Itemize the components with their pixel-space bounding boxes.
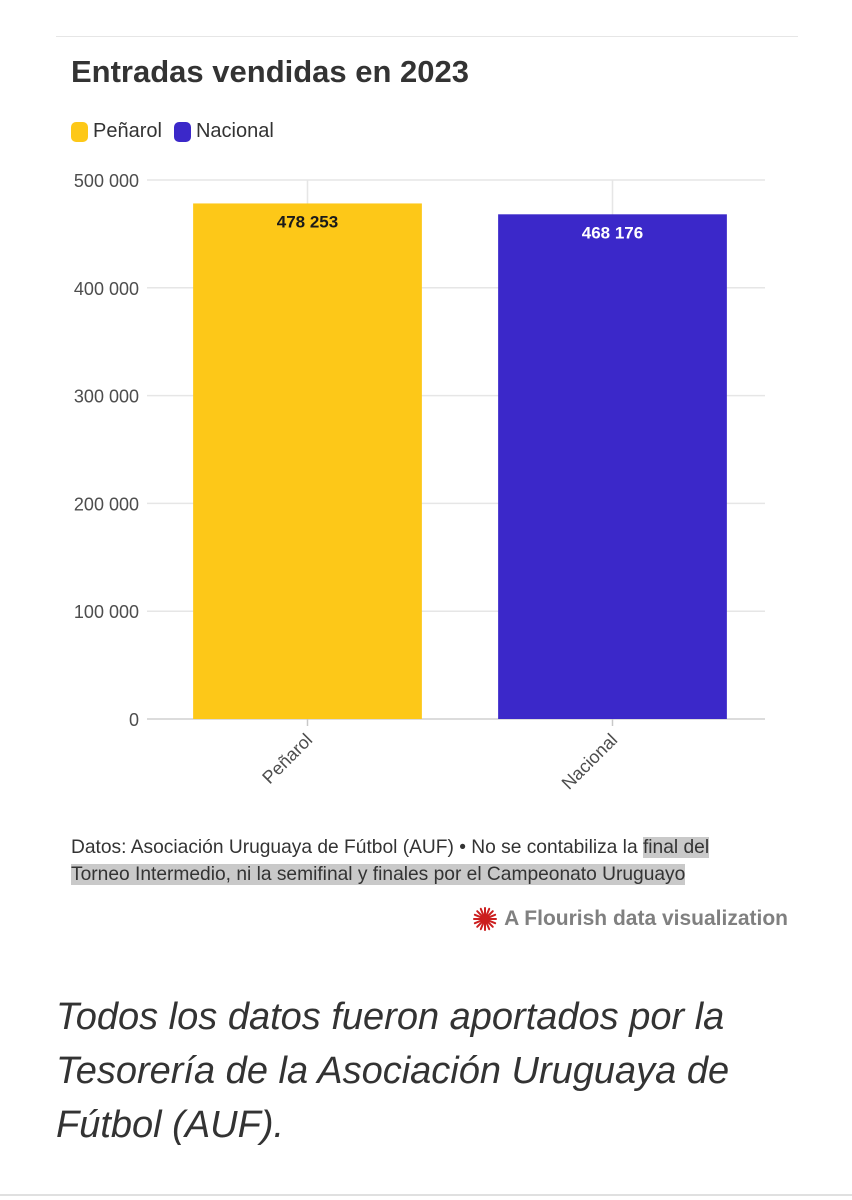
legend-label-nacional: Nacional (195, 120, 274, 142)
top-divider (56, 36, 798, 37)
y-tick-label: 500 000 (74, 171, 139, 191)
bar-chart: 0 100 000 200 000 300 000 400 000 500 000 478 … (74, 171, 765, 794)
x-tick-label: Peñarol (258, 730, 316, 788)
bar-value-label: 478 253 (277, 212, 338, 231)
legend-item-penarol[interactable]: Peñarol (71, 120, 162, 143)
y-tick-label: 200 000 (74, 494, 139, 514)
source-footnote: Datos: Asociación Uruguaya de Fútbol (AU… (71, 834, 751, 888)
legend-swatch-nacional (173, 121, 191, 142)
y-tick-label: 400 000 (74, 279, 139, 299)
x-tick-label: Nacional (558, 730, 622, 794)
bar (193, 203, 422, 720)
article-caption: Todos los datos fueron aportados por la … (56, 996, 730, 1146)
y-tick-label: 0 (129, 710, 139, 730)
legend-item-nacional[interactable]: Nacional (173, 120, 274, 143)
legend-label-penarol: Peñarol (93, 120, 162, 142)
chart-legend: Peñarol Nacional (71, 120, 286, 143)
bar (498, 214, 727, 719)
credit-text: A Flourish data visualization (504, 907, 788, 930)
bottom-divider (0, 1194, 852, 1196)
flourish-credit-link[interactable]: A Flourish data visualization (472, 906, 788, 932)
legend-swatch-penarol (71, 121, 88, 142)
y-tick-label: 300 000 (74, 387, 139, 407)
chart-title: Entradas vendidas en 2023 (71, 54, 470, 89)
y-tick-label: 100 000 (74, 602, 139, 622)
footnote-text: Datos: Asociación Uruguaya de Fútbol (AU… (71, 837, 643, 858)
flourish-burst-icon (473, 907, 498, 931)
bar-value-label: 468 176 (582, 223, 643, 242)
